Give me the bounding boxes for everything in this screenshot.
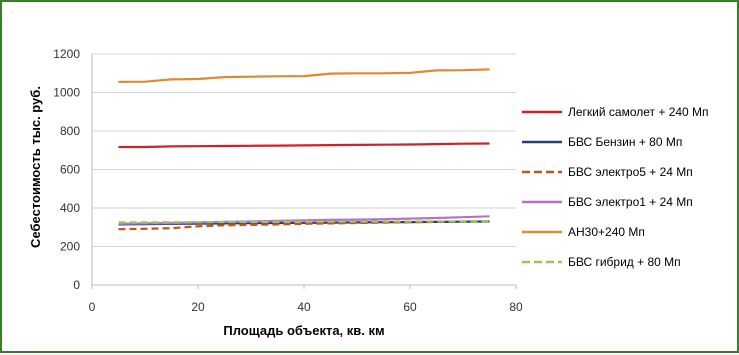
x-tick-label: 0	[89, 300, 96, 314]
x-tick-label: 20	[191, 300, 205, 314]
series-line-1	[118, 142, 490, 149]
legend-label-5: АН30+240 Мп	[568, 225, 645, 239]
legend-label-2: БВС Бензин + 80 Мп	[568, 135, 682, 149]
y-tick-label: 400	[60, 201, 80, 215]
y-tick-label: 600	[60, 163, 80, 177]
series-line-5	[118, 68, 490, 83]
x-axis-title: Площадь объекта, кв. км	[223, 323, 384, 338]
y-tick-label: 800	[60, 124, 80, 138]
y-tick-label: 1200	[53, 47, 80, 61]
y-tick-label: 1000	[53, 86, 80, 100]
legend-label-4: БВС электро1 + 24 Мп	[568, 195, 693, 209]
legend-label-6: БВС гибрид + 80 Мп	[568, 255, 681, 269]
legend-label-3: БВС электро5 + 24 Мп	[568, 165, 693, 179]
x-tick-label: 40	[297, 300, 311, 314]
y-axis-title: Себестоимость тыс. руб.	[28, 86, 43, 248]
series-line-6	[118, 220, 490, 224]
y-tick-label: 200	[60, 240, 80, 254]
x-tick-label: 80	[509, 300, 523, 314]
y-tick-label: 0	[73, 278, 80, 292]
x-tick-label: 60	[403, 300, 417, 314]
legend: Легкий самолет + 240 Мп БВС Бензин + 80 М…	[522, 105, 709, 269]
legend-label-1: Легкий самолет + 240 Мп	[568, 105, 709, 119]
